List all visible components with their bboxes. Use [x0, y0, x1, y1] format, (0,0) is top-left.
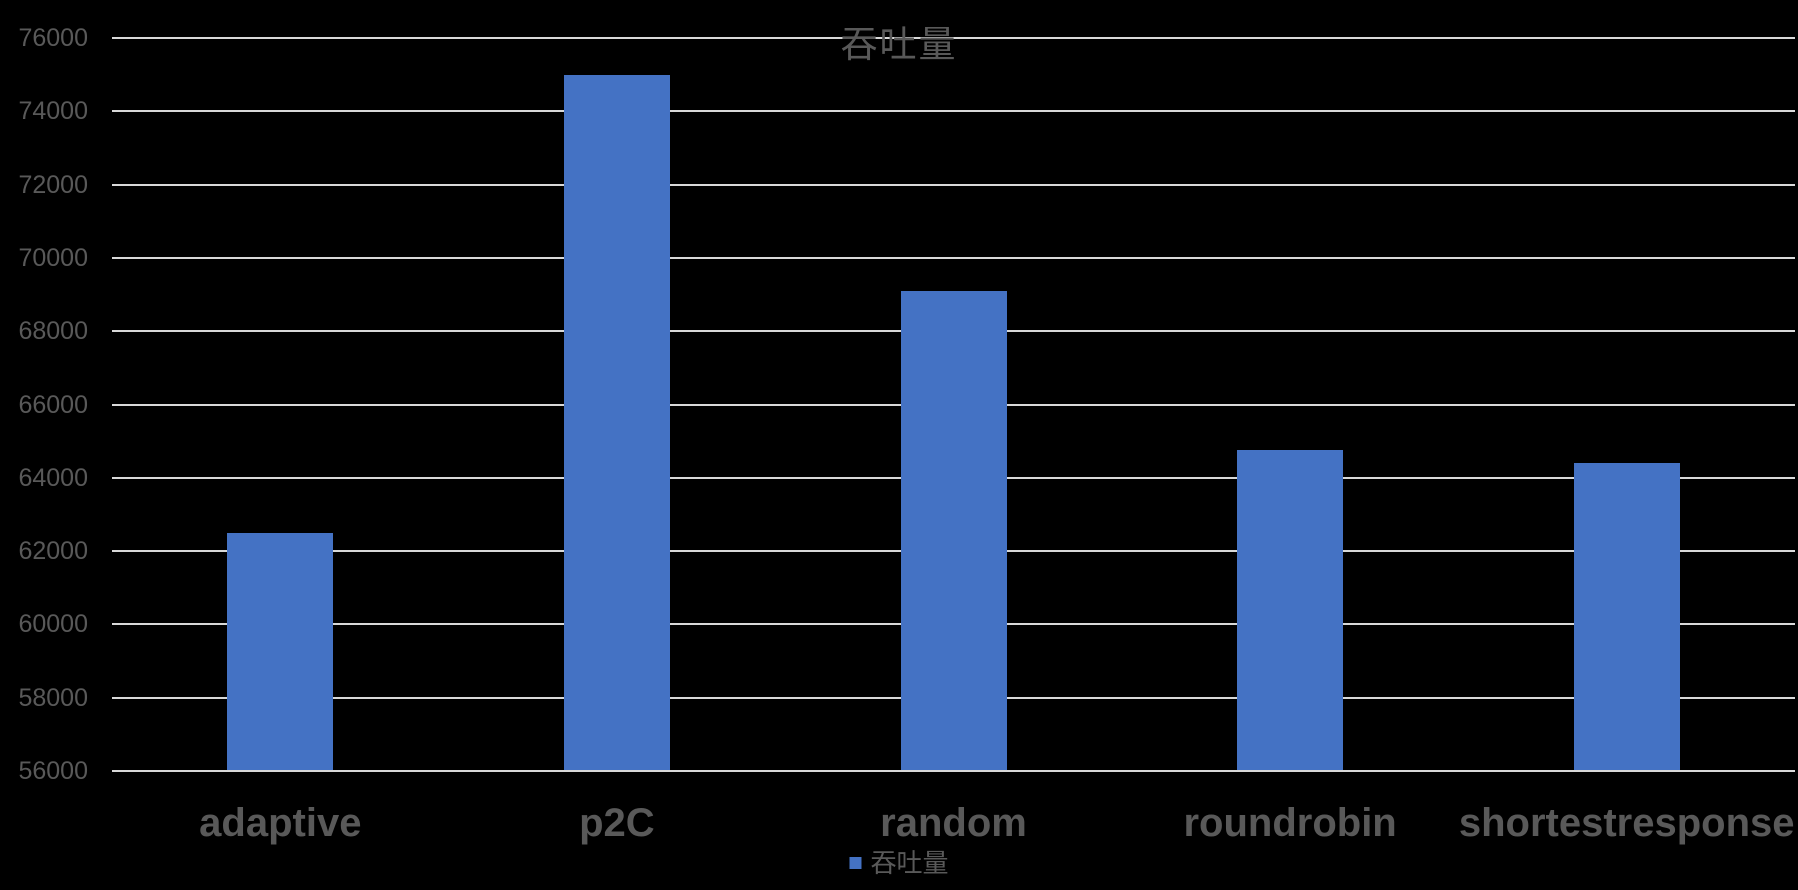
y-axis-tick-label: 56000 [18, 757, 88, 785]
gridline [112, 37, 1795, 39]
y-axis-tick-label: 68000 [18, 317, 88, 346]
x-axis-label-p2C: p2C [579, 801, 655, 845]
bar-adaptive [227, 532, 334, 771]
chart-title: 吞吐量 [840, 24, 958, 65]
y-axis-tick-label: 60000 [18, 610, 88, 639]
x-axis-label-roundrobin: roundrobin [1183, 801, 1397, 845]
y-axis-tick-label: 64000 [18, 463, 88, 492]
y-axis-tick-label: 76000 [18, 24, 88, 52]
gridline [112, 256, 1795, 259]
y-axis-tick-label: 74000 [18, 97, 88, 126]
legend-series-label: 吞吐量 [870, 848, 949, 878]
x-axis-line [112, 770, 1795, 772]
x-axis-label-adaptive: adaptive [199, 801, 362, 845]
legend: 吞吐量 [849, 843, 949, 880]
bar-random [900, 290, 1007, 771]
x-axis-label-shortestresponse: shortestresponse [1458, 801, 1795, 845]
bar-p2C [563, 74, 670, 771]
gridline [112, 110, 1795, 113]
y-axis-tick-label: 62000 [18, 537, 88, 566]
bar-shortestresponse [1573, 463, 1680, 771]
bar-roundrobin [1237, 450, 1344, 771]
x-axis-label-random: random [880, 801, 1027, 845]
y-axis-tick-label: 70000 [18, 243, 88, 272]
y-axis-tick-label: 72000 [18, 170, 88, 199]
gridline [112, 183, 1795, 186]
legend-marker-swatch [849, 856, 862, 869]
y-axis-tick-label: 66000 [18, 390, 88, 419]
y-axis-tick-label: 58000 [18, 683, 88, 712]
